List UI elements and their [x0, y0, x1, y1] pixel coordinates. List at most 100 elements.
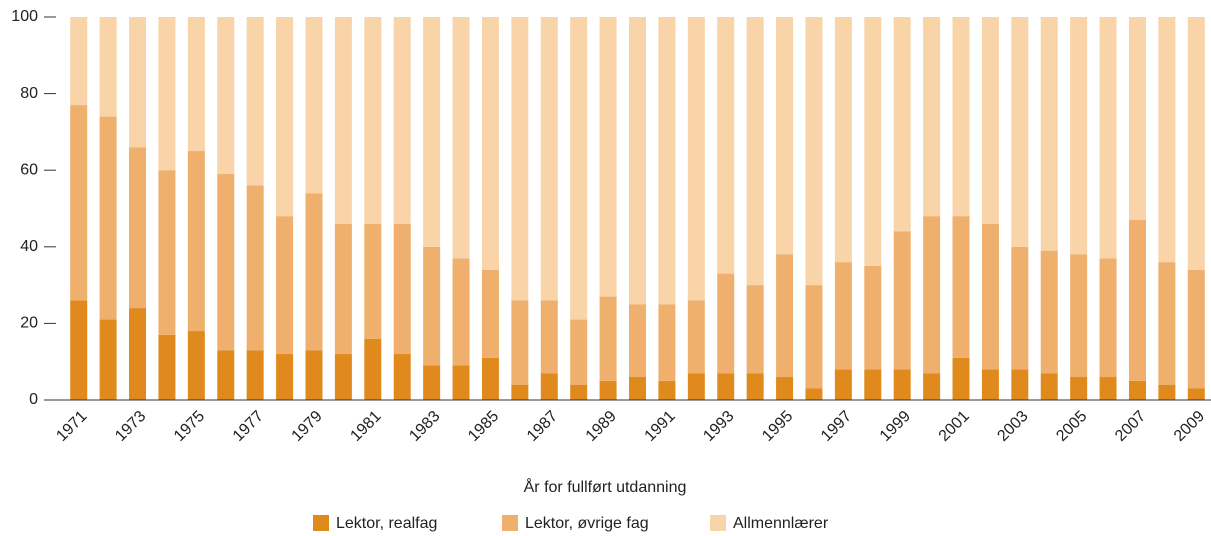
x-tick-label: 1983 — [406, 408, 443, 445]
x-tick-label: 1973 — [112, 408, 149, 445]
legend-label: Lektor, øvrige fag — [525, 515, 649, 532]
bar-segment — [599, 17, 617, 297]
bar-segment — [452, 365, 470, 400]
bar-segment — [276, 354, 294, 400]
bar-segment — [305, 17, 323, 194]
bar-segment — [1040, 250, 1058, 374]
bar-segment — [1040, 17, 1058, 251]
x-tick-label: 2003 — [994, 408, 1031, 445]
bar-segment — [805, 285, 823, 389]
bar-segment — [1070, 17, 1088, 255]
bar-segment — [1070, 254, 1088, 378]
bar-segment — [599, 380, 617, 400]
bar-segment — [158, 334, 176, 400]
bar-segment — [246, 17, 264, 186]
bar-segment — [629, 304, 646, 378]
x-tick-label: 2007 — [1112, 408, 1149, 445]
bar-segment — [187, 17, 205, 152]
bar-segment — [217, 350, 235, 400]
bar-segment — [658, 380, 676, 400]
x-tick-label: 1993 — [700, 408, 737, 445]
bar-segment — [893, 231, 911, 370]
bar-segment — [481, 269, 499, 358]
bar-segment — [570, 319, 588, 385]
bar-segment — [746, 17, 764, 286]
bar-segment — [393, 17, 411, 224]
bar-segment — [1158, 262, 1176, 385]
bar-segment — [687, 373, 705, 400]
bar-segment — [511, 384, 529, 400]
bar-segment — [893, 369, 911, 400]
bar-segment — [1099, 258, 1117, 378]
bar-segment — [1099, 17, 1117, 259]
y-tick-label: 60 — [20, 161, 38, 178]
x-tick-label: 1991 — [642, 408, 679, 445]
bar-segment — [217, 174, 235, 351]
bar-segment — [393, 354, 411, 400]
x-tick-label: 1979 — [289, 408, 326, 445]
bar-segment — [687, 300, 705, 374]
x-tick-label: 2001 — [936, 408, 973, 445]
bar-segment — [305, 350, 323, 400]
bar-segment — [540, 300, 558, 374]
bar-segment — [99, 17, 117, 117]
bar-segment — [599, 296, 617, 381]
y-tick-label: 0 — [29, 391, 38, 408]
bar-segment — [658, 17, 676, 305]
bar-segment — [864, 369, 882, 400]
bar-segment — [864, 265, 882, 370]
legend-swatch — [710, 515, 726, 531]
bar-segment — [334, 17, 352, 224]
bar-segment — [481, 17, 499, 270]
bar-segment — [1128, 219, 1146, 381]
legend-swatch — [502, 515, 518, 531]
bar-segment — [1011, 17, 1029, 247]
bar-segment — [423, 17, 441, 247]
bar-segment — [776, 17, 794, 255]
bar-segment — [923, 373, 941, 400]
x-tick-label: 1999 — [877, 408, 914, 445]
legend-swatch — [313, 515, 329, 531]
x-tick-label: 1971 — [53, 408, 90, 445]
bar-segment — [981, 369, 999, 400]
bar-segment — [981, 223, 999, 370]
bar-segment — [129, 147, 147, 309]
y-tick-label: 100 — [11, 8, 38, 25]
bar-segment — [981, 17, 999, 224]
x-tick-label: 2009 — [1171, 408, 1208, 445]
bar-segment — [629, 17, 646, 305]
bar-segment — [746, 285, 764, 374]
bar-segment — [334, 354, 352, 400]
x-tick-label: 1987 — [524, 408, 561, 445]
bar-segment — [834, 17, 852, 263]
x-tick-label: 1975 — [171, 408, 208, 445]
bar-segment — [452, 258, 470, 366]
bar-segment — [70, 17, 88, 106]
y-tick-label: 80 — [20, 85, 38, 102]
bar-segment — [1128, 380, 1146, 400]
legend-label: Lektor, realfag — [336, 515, 437, 532]
bar-segment — [364, 223, 382, 339]
bar-segment — [364, 17, 382, 224]
bar-segment — [158, 170, 176, 335]
bar-segment — [187, 331, 205, 400]
bar-segment — [1158, 384, 1176, 400]
bar-segment — [129, 308, 147, 400]
bar-segment — [893, 17, 911, 232]
bar-segment — [1187, 17, 1205, 270]
bar-segment — [511, 300, 529, 385]
x-tick-label: 1995 — [759, 408, 796, 445]
bar-segment — [570, 17, 588, 320]
bar-segment — [276, 17, 294, 217]
bar-segment — [187, 151, 205, 332]
bar-segment — [864, 17, 882, 266]
bar-segment — [129, 17, 147, 148]
y-tick-label: 40 — [20, 238, 38, 255]
x-tick-label: 1989 — [583, 408, 620, 445]
bar-segment — [1099, 377, 1117, 400]
y-tick-label: 20 — [20, 315, 38, 332]
bar-segment — [834, 262, 852, 370]
bar-segment — [364, 338, 382, 400]
bar-segment — [1128, 17, 1146, 220]
